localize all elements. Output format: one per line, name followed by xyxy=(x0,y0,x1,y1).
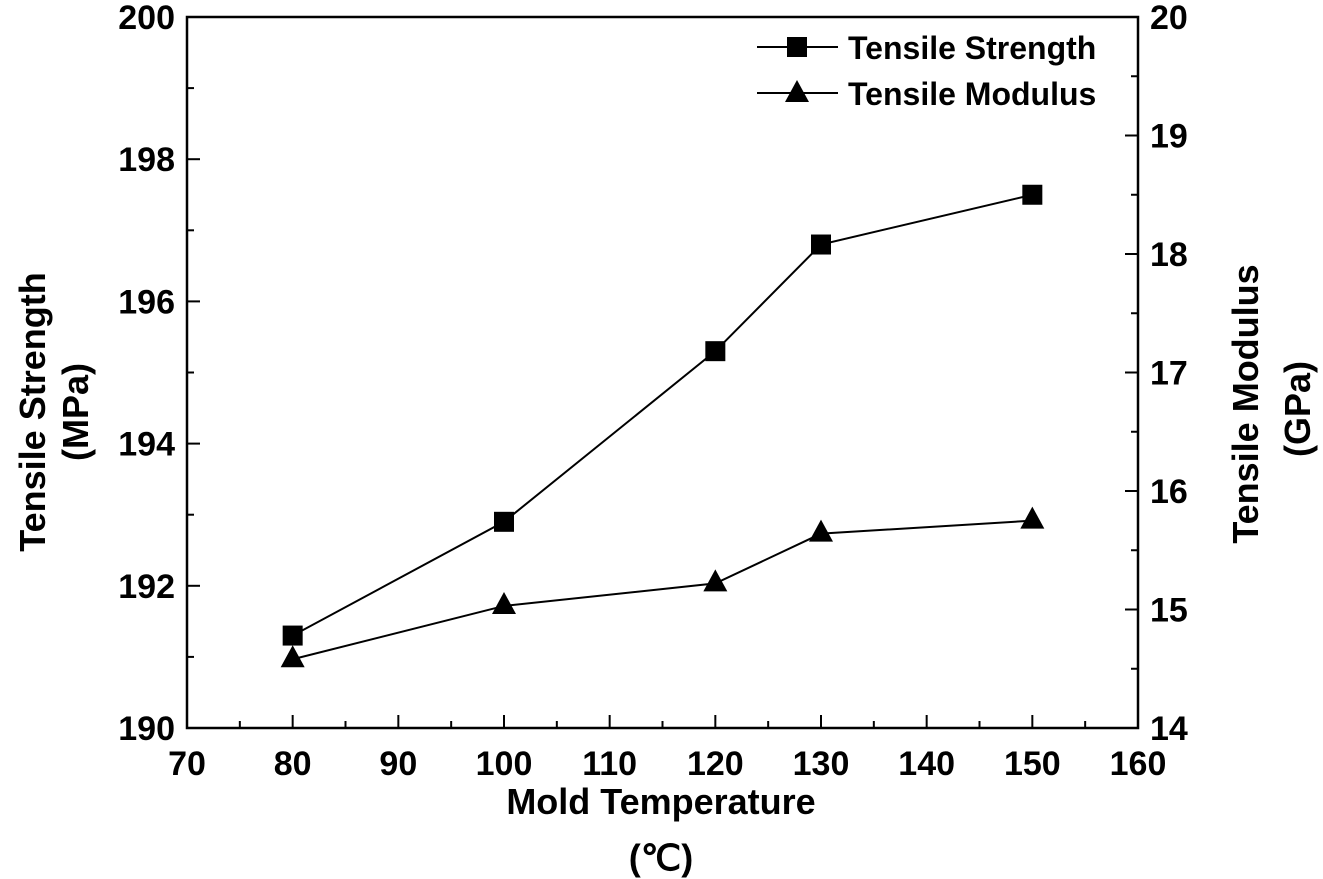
x-tick-label: 100 xyxy=(476,745,533,783)
data-point-tensile-modulus xyxy=(809,519,833,542)
x-axis-unit: (℃) xyxy=(629,837,693,878)
y-left-tick-label: 200 xyxy=(118,0,175,37)
legend-marker-triangle-icon xyxy=(785,80,809,102)
y-left-tick-label: 196 xyxy=(118,283,175,321)
x-axis-title: Mold Temperature xyxy=(506,781,815,822)
y-right-axis-title: Tensile Modulus xyxy=(1225,264,1266,543)
data-point-tensile-strength xyxy=(811,234,831,255)
axes: 70 80 90 100 110 120 130 140 150 160 190 192 194 196 1… xyxy=(118,0,1188,783)
x-tick-label: 120 xyxy=(687,745,744,783)
y-right-tick-label: 15 xyxy=(1150,592,1188,630)
x-tick-label: 140 xyxy=(898,745,955,783)
data-point-tensile-modulus xyxy=(492,591,516,614)
legend-label-tensile-strength: Tensile Strength xyxy=(848,30,1096,66)
plot-frame xyxy=(185,15,1140,730)
y-right-tick-label: 17 xyxy=(1150,355,1188,393)
data-point-tensile-modulus xyxy=(1020,506,1045,529)
y-left-tick-label: 198 xyxy=(118,141,175,179)
data-point-tensile-modulus xyxy=(703,569,728,592)
y-right-tick-label: 14 xyxy=(1150,710,1188,748)
y-right-tick-label: 20 xyxy=(1150,0,1188,37)
data-point-tensile-strength xyxy=(494,511,514,532)
y-left-tick-label: 190 xyxy=(118,710,175,748)
x-tick-label: 130 xyxy=(793,745,850,783)
series-line-tensile-strength xyxy=(292,193,1033,637)
x-tick-label: 90 xyxy=(379,745,417,783)
y-left-axis-title: Tensile Strength xyxy=(12,272,53,551)
y-right-axis-unit: (GPa) xyxy=(1277,361,1318,457)
y-left-tick-label: 192 xyxy=(118,568,175,606)
data-point-tensile-modulus xyxy=(280,645,305,668)
legend-label-tensile-modulus: Tensile Modulus xyxy=(848,76,1096,112)
y-left-tick-label: 194 xyxy=(118,426,175,464)
legend: Tensile Strength Tensile Modulus xyxy=(757,30,1096,112)
series-line-tensile-modulus xyxy=(292,519,1033,661)
data-point-tensile-strength xyxy=(705,341,726,362)
x-tick-label: 110 xyxy=(582,745,637,783)
y-right-tick-label: 19 xyxy=(1150,118,1188,156)
y-left-axis-unit: (MPa) xyxy=(55,363,96,461)
x-tick-label: 160 xyxy=(1110,745,1167,783)
x-tick-label: 150 xyxy=(1004,745,1061,783)
series-layer xyxy=(280,184,1045,668)
legend-marker-square-icon xyxy=(787,37,807,57)
data-point-tensile-strength xyxy=(1022,184,1043,205)
data-point-tensile-strength xyxy=(282,625,303,646)
y-right-tick-label: 18 xyxy=(1150,236,1188,274)
y-right-tick-label: 16 xyxy=(1150,473,1188,511)
x-tick-label: 80 xyxy=(274,745,312,783)
x-tick-label: 70 xyxy=(168,745,206,783)
